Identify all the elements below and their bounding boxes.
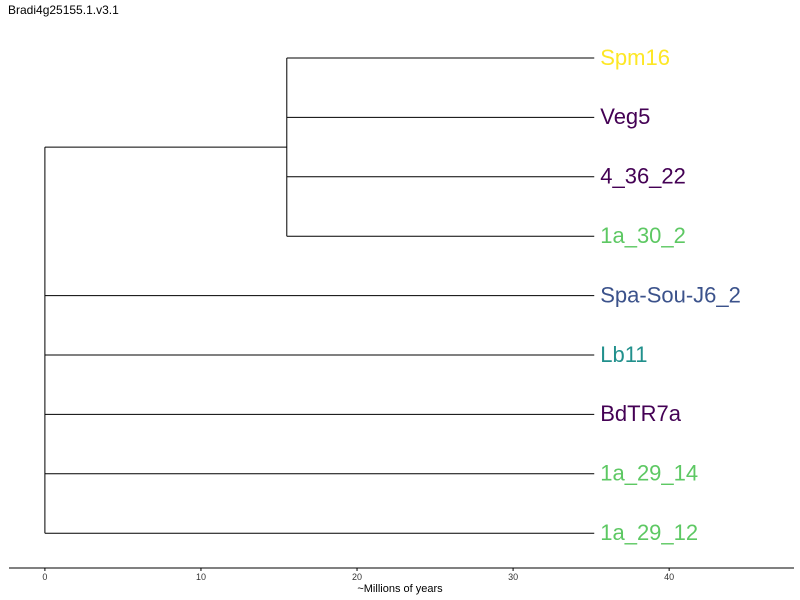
x-axis: 0 10 20 30 40 ~Millions of years — [9, 567, 794, 595]
x-axis-ticks: 0 10 20 30 40 — [42, 568, 674, 582]
tree-branches — [44, 57, 595, 534]
tip-label: Veg5 — [600, 104, 650, 129]
tip-label: 1a_30_2 — [600, 223, 686, 248]
x-tick-label: 40 — [664, 572, 674, 582]
tip-label: BdTR7a — [600, 401, 681, 426]
x-tick-label: 30 — [508, 572, 518, 582]
tip-label: Spa-Sou-J6_2 — [600, 282, 741, 307]
tip-label: Lb11 — [600, 342, 647, 367]
x-tick-label: 0 — [42, 572, 47, 582]
plot-title: Bradi4g25155.1.v3.1 — [8, 3, 119, 17]
tip-label: Spm16 — [600, 45, 670, 70]
tip-labels: Spm16 Veg5 4_36_22 1a_30_2 Spa-Sou-J6_2 Lb11 B… — [600, 45, 741, 545]
tip-label: 1a_29_14 — [600, 461, 698, 486]
tip-label: 4_36_22 — [600, 164, 686, 189]
x-tick-label: 10 — [196, 572, 206, 582]
x-axis-title: ~Millions of years — [357, 583, 443, 595]
x-tick-label: 20 — [352, 572, 362, 582]
tip-label: 1a_29_12 — [600, 520, 698, 545]
